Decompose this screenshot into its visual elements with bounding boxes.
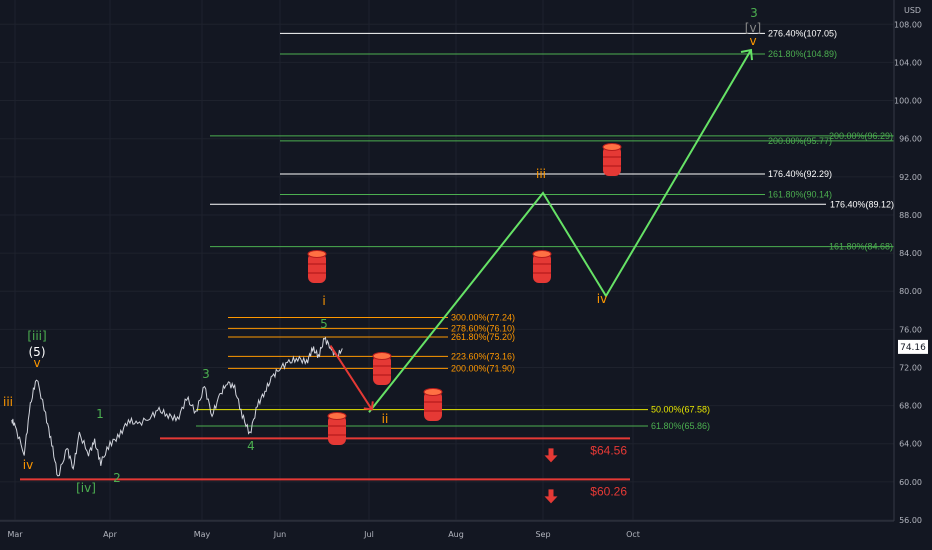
oil-barrel-icons [307,143,622,445]
support-label: $60.26 [590,484,627,498]
y-tick-label: 60.00 [899,478,922,487]
oil-barrel-icon [423,388,443,421]
fib-level-label: 176.40%(89.12) [830,199,894,209]
y-tick-label: 100.00 [894,97,922,106]
last-price-label: 74.16 [900,343,926,353]
fib-level-label: 261.80%(104.89) [768,49,837,59]
currency-label: USD [904,6,921,15]
fib-level-label: 278.60%(76.10) [451,323,515,333]
projection-line [368,49,752,413]
wave-label: ii [382,412,389,426]
fib-level-label: 161.80%(84.68) [829,242,893,252]
fib-level-label: 200.00%(95.77) [768,136,832,146]
y-tick-label: 92.00 [899,173,922,182]
wave-label: iii [3,395,13,409]
x-tick-label: Mar [7,530,23,539]
wave-label: 2 [113,471,121,485]
x-axis-ticks: Mar Apr May Jun Jul Aug Sep Oct [7,530,639,539]
correction-line [329,345,373,410]
fib-level-label: 200.00%(96.29) [829,131,893,141]
y-tick-label: 72.00 [899,363,922,372]
oil-barrel-icon [372,352,392,385]
fib-levels: 276.40%(107.05) 261.80%(104.89) 200.00%(96… [196,28,894,431]
x-tick-label: Oct [626,530,640,539]
y-tick-label: 88.00 [899,211,922,220]
fib-level-label: 61.80%(65.86) [651,421,710,431]
y-tick-label: 108.00 [894,20,922,29]
fib-level-label: 50.00%(67.58) [651,405,710,415]
y-tick-label: 76.00 [899,325,922,334]
x-tick-label: May [194,530,211,539]
oil-barrel-icon [307,250,327,283]
wave-label: 3 [750,6,758,20]
price-line [11,336,343,477]
y-axis-ticks: 56.00 60.00 64.00 68.00 72.00 76.00 80.00 84.00… [894,20,922,525]
wave-label: 5 [320,317,328,331]
oil-barrel-icon [602,143,622,176]
wave-label: iii [536,167,546,181]
oil-barrel-icon [532,250,552,283]
wave-label: v [749,34,756,48]
wave-label: iv [23,458,33,472]
y-tick-label: 56.00 [899,516,922,525]
wave-label: v [33,356,40,370]
wave-label: [iv] [76,481,96,495]
axes [0,0,895,522]
y-tick-label: 64.00 [899,440,922,449]
projection-path [329,48,753,413]
projection-arrowhead [740,48,753,61]
y-tick-label: 104.00 [894,58,922,67]
fib-level-label: 161.80%(90.14) [768,190,832,200]
y-tick-label: 80.00 [899,287,922,296]
wave-label: 3 [202,367,210,381]
y-tick-label: 68.00 [899,402,922,411]
fib-level-label: 300.00%(77.24) [451,313,515,323]
wave-label: 4 [247,439,255,453]
down-arrow-icon [544,448,558,463]
support-levels: $64.56 $60.26 [20,437,630,504]
down-arrow-icon [544,489,558,504]
wave-label: (5) [29,345,46,359]
wave-label: [v] [745,21,761,35]
x-tick-label: Sep [535,530,550,539]
wave-label: iv [597,292,607,306]
wave-label: i [322,294,325,308]
y-tick-label: 96.00 [899,135,922,144]
x-tick-label: Jun [273,530,287,539]
wave-label: 1 [96,407,104,421]
fib-level-label: 223.60%(73.16) [451,351,515,361]
x-tick-label: Jul [363,530,374,539]
y-tick-label: 84.00 [899,249,922,258]
support-label: $64.56 [590,443,627,457]
fib-level-label: 176.40%(92.29) [768,169,832,179]
correction-arrowhead [363,401,374,411]
last-price-tag [898,339,928,354]
grid [0,0,894,521]
fib-level-label: 200.00%(71.90) [451,363,515,373]
x-tick-label: Apr [103,530,118,539]
wave-label: [iii] [27,329,46,343]
axis-extras: USD 74.16 [898,6,928,354]
fib-level-label: 276.40%(107.05) [768,28,837,38]
price-series [11,336,343,477]
oil-barrel-icon [327,412,347,445]
x-tick-label: Aug [448,530,464,539]
fib-level-label: 261.80%(75.20) [451,332,515,342]
